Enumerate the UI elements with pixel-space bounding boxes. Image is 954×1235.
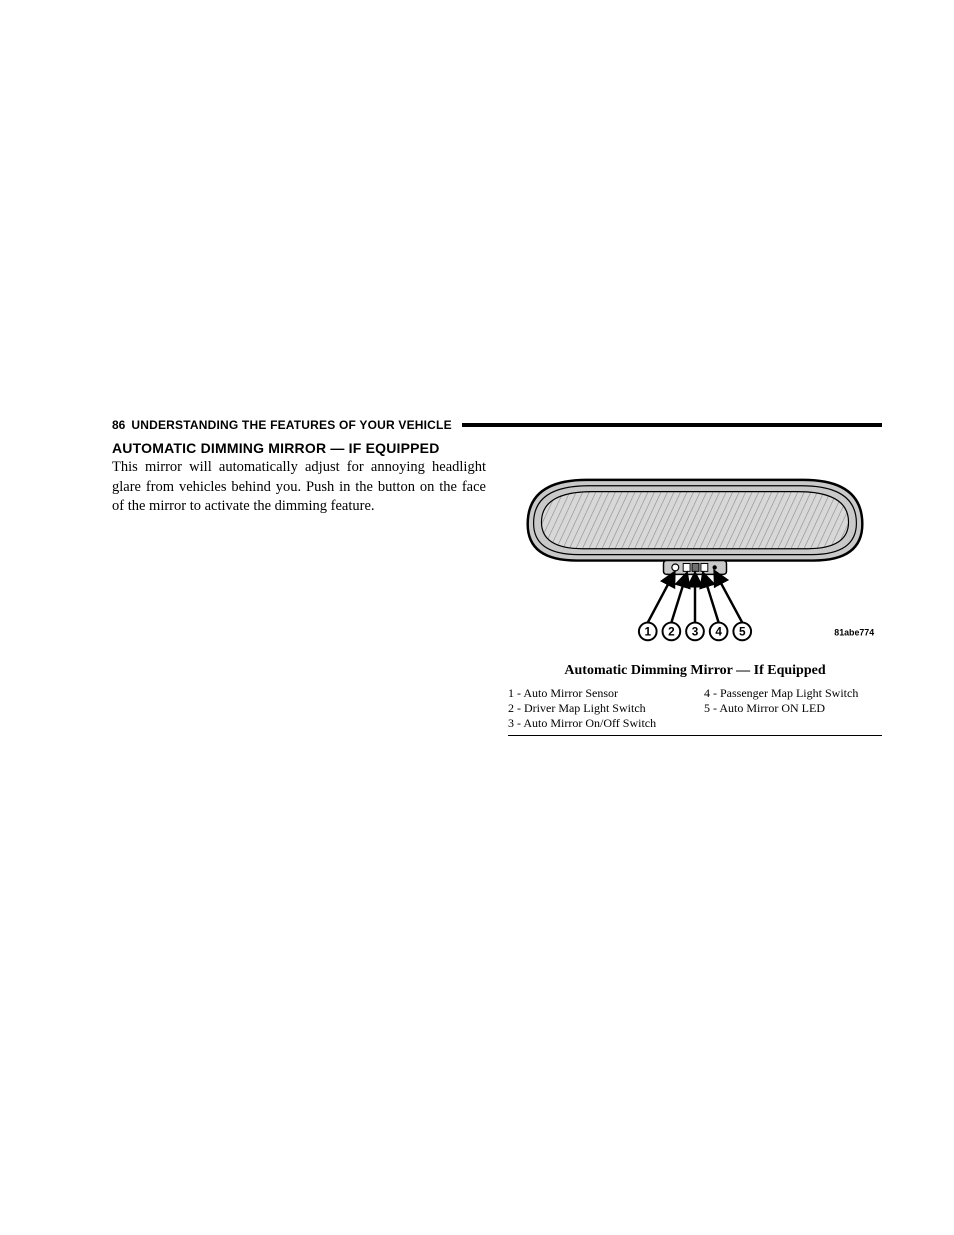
- svg-text:1: 1: [644, 624, 651, 638]
- legend-item: 2 - Driver Map Light Switch: [508, 702, 686, 716]
- legend-item: 4 - Passenger Map Light Switch: [704, 687, 882, 701]
- header-rule: [462, 423, 882, 427]
- sensor-dot: [672, 564, 679, 571]
- chapter-title: UNDERSTANDING THE FEATURES OF YOUR VEHIC…: [131, 418, 451, 432]
- switch-1: [683, 564, 690, 572]
- svg-text:3: 3: [692, 624, 699, 638]
- svg-text:4: 4: [715, 624, 722, 638]
- body-text: This mirror will automatically adjust fo…: [112, 458, 486, 517]
- led-dot: [713, 565, 717, 569]
- callout-4: 4: [710, 623, 728, 641]
- figure-legend: 1 - Auto Mirror Sensor 2 - Driver Map Li…: [508, 687, 882, 736]
- mirror-diagram: 1 2 3 4 5: [508, 470, 882, 657]
- legend-item: 5 - Auto Mirror ON LED: [704, 702, 882, 716]
- left-column: AUTOMATIC DIMMING MIRROR — IF EQUIPPED T…: [112, 440, 486, 736]
- legend-right-col: 4 - Passenger Map Light Switch 5 - Auto …: [704, 687, 882, 731]
- mirror-glass: [541, 492, 848, 549]
- page-number: 86: [112, 418, 125, 432]
- legend-left-col: 1 - Auto Mirror Sensor 2 - Driver Map Li…: [508, 687, 686, 731]
- legend-item: 3 - Auto Mirror On/Off Switch: [508, 717, 686, 731]
- image-code: 81abe774: [834, 627, 874, 637]
- section-heading: AUTOMATIC DIMMING MIRROR — IF EQUIPPED: [112, 440, 486, 456]
- svg-text:5: 5: [739, 624, 746, 638]
- arrow-5: [716, 573, 743, 622]
- callout-3: 3: [686, 623, 704, 641]
- arrow-4: [704, 575, 719, 622]
- callout-1: 1: [639, 623, 657, 641]
- figure: 1 2 3 4 5: [508, 470, 882, 736]
- svg-text:2: 2: [668, 624, 675, 638]
- right-column: 1 2 3 4 5: [508, 440, 882, 736]
- arrow-2: [671, 575, 686, 622]
- figure-caption: Automatic Dimming Mirror — If Equipped: [508, 663, 882, 679]
- page-header: 86 UNDERSTANDING THE FEATURES OF YOUR VE…: [112, 418, 882, 432]
- legend-item: 1 - Auto Mirror Sensor: [508, 687, 686, 701]
- arrow-1: [648, 574, 674, 622]
- switch-2: [692, 564, 699, 572]
- switch-3: [701, 564, 708, 572]
- callout-2: 2: [663, 623, 681, 641]
- callout-5: 5: [733, 623, 751, 641]
